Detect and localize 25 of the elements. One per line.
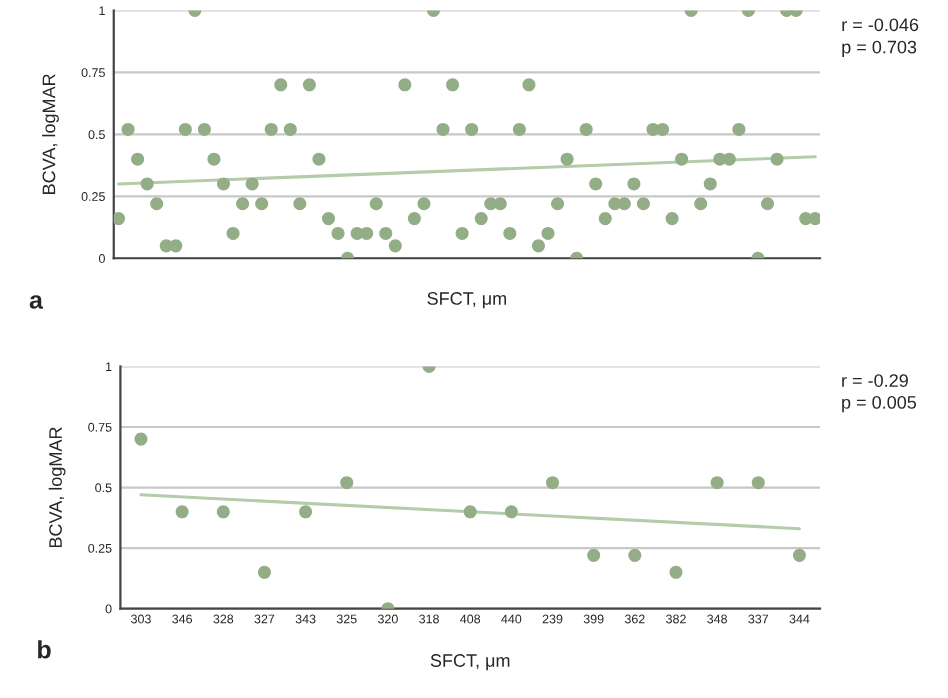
y-axis-title: BCVA, logMAR bbox=[42, 74, 59, 194]
point bbox=[710, 476, 724, 490]
text: b bbox=[38, 640, 51, 659]
point bbox=[751, 476, 765, 490]
point bbox=[463, 505, 477, 519]
point bbox=[299, 505, 313, 519]
point bbox=[216, 505, 230, 519]
point bbox=[587, 548, 601, 562]
x-axis-title: SFCT, μm bbox=[427, 292, 506, 309]
text: p = 0.703 bbox=[842, 40, 917, 58]
point bbox=[504, 505, 518, 519]
point bbox=[175, 505, 189, 519]
text: a bbox=[29, 295, 44, 309]
text: r = -0.046 bbox=[842, 18, 919, 32]
point bbox=[340, 476, 354, 490]
point bbox=[792, 548, 806, 562]
point bbox=[669, 565, 683, 579]
x-axis-title: SFCT, μm bbox=[430, 654, 510, 671]
point bbox=[546, 476, 560, 490]
point bbox=[628, 548, 642, 562]
text: p = 0.005 bbox=[842, 395, 917, 413]
point bbox=[257, 565, 271, 579]
y-axis-title: BCVA, logMAR bbox=[48, 427, 66, 548]
point bbox=[134, 432, 148, 446]
text: r = -0.29 bbox=[842, 374, 908, 387]
